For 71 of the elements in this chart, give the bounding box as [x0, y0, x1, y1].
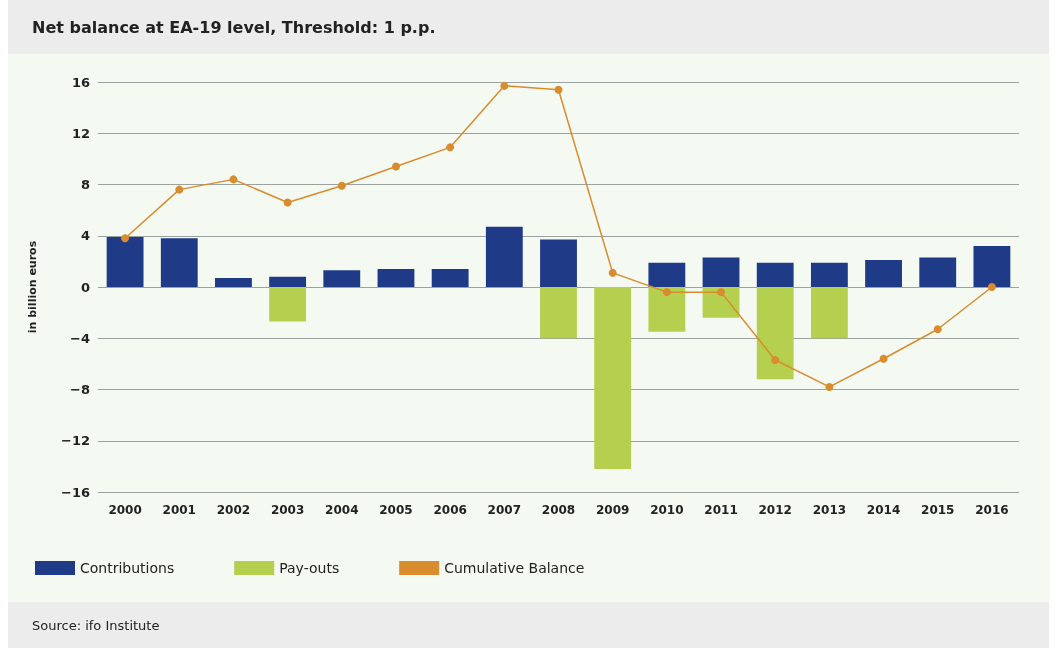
- point: [771, 356, 780, 365]
- bar: [269, 276, 307, 287]
- bar: [973, 246, 1011, 287]
- y-tick-label: −8: [70, 382, 90, 397]
- x-tick-label: 2006: [433, 503, 467, 517]
- bar: [323, 270, 361, 287]
- bar: [756, 262, 794, 287]
- x-tick-label: 2007: [487, 503, 522, 517]
- y-tick-label: −12: [61, 433, 90, 449]
- point: [662, 288, 671, 297]
- bar: [160, 238, 198, 287]
- bar: [269, 287, 307, 322]
- bar: [865, 260, 902, 287]
- point: [879, 354, 888, 363]
- x-tick-label: 2015: [921, 503, 955, 517]
- point: [121, 234, 130, 243]
- source-note: Source: ifo Institute: [32, 617, 160, 633]
- bar: [810, 287, 848, 339]
- y-tick-label: −16: [61, 484, 90, 500]
- y-tick-label: 4: [80, 228, 90, 244]
- x-tick-label: 2016: [975, 503, 1009, 517]
- x-tick-label: 2009: [595, 503, 630, 517]
- x-tick-label: 2008: [541, 503, 576, 517]
- y-axis-title: in billion euros: [26, 240, 39, 334]
- x-tick-label: 2011: [704, 503, 738, 517]
- y-tick-label: 16: [71, 74, 90, 90]
- y-tick-label: 8: [80, 177, 90, 192]
- x-tick-label: 2000: [108, 503, 142, 517]
- chart-title: Net balance at EA-19 level, Threshold: 1 p.p.: [8, 0, 1049, 54]
- bar: [648, 287, 686, 332]
- legend-label: Cumulative Balance: [444, 560, 585, 576]
- x-tick-label: 2012: [758, 503, 792, 517]
- bar: [810, 262, 848, 287]
- x-tick-label: 2005: [379, 503, 413, 517]
- point: [337, 181, 346, 190]
- point: [500, 81, 509, 90]
- point: [175, 185, 184, 194]
- point: [717, 288, 726, 297]
- bar: [377, 269, 415, 287]
- bar: [540, 239, 577, 287]
- point: [391, 162, 400, 171]
- point: [554, 85, 563, 94]
- x-tick-label: 2010: [650, 503, 684, 517]
- point: [283, 198, 292, 207]
- bar: [485, 226, 523, 287]
- bar: [702, 257, 740, 287]
- bar: [594, 287, 632, 469]
- point: [825, 382, 834, 391]
- point: [446, 143, 455, 152]
- legend-label: Contributions: [80, 560, 175, 576]
- x-tick-label: 2003: [270, 503, 305, 517]
- bar: [106, 237, 144, 287]
- bar: [756, 287, 794, 380]
- bar: [431, 269, 469, 287]
- bar: [540, 287, 577, 339]
- point: [608, 268, 617, 277]
- bar: [919, 257, 957, 287]
- x-tick-label: 2001: [162, 503, 196, 517]
- x-tick-label: 2004: [325, 503, 359, 517]
- point: [933, 325, 942, 334]
- legend-label: Pay-outs: [279, 560, 340, 576]
- y-tick-label: 0: [80, 279, 90, 295]
- x-tick-label: 2002: [216, 503, 251, 517]
- x-tick-label: 2013: [812, 503, 847, 517]
- bar: [648, 262, 686, 287]
- bar: [215, 278, 252, 287]
- y-tick-label: −4: [70, 330, 90, 346]
- y-tick-label: 12: [71, 125, 90, 141]
- x-tick-label: 2014: [866, 503, 901, 517]
- point: [229, 175, 238, 184]
- point: [987, 283, 996, 291]
